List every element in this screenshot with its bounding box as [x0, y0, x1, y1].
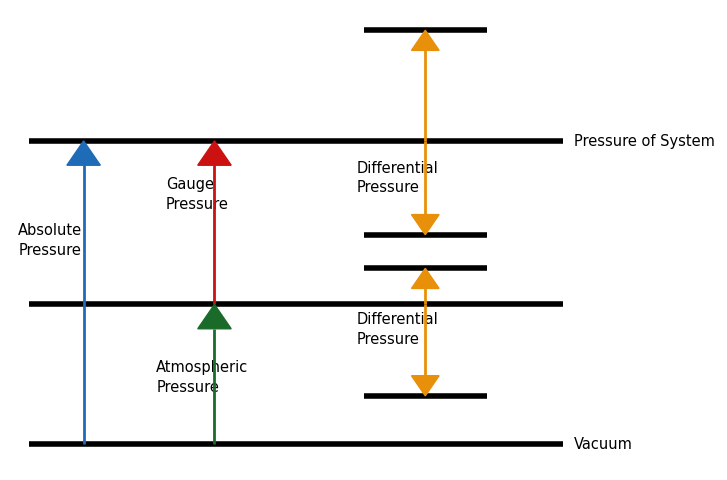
- Text: Differential
Pressure: Differential Pressure: [356, 312, 438, 346]
- Text: Atmospheric
Pressure: Atmospheric Pressure: [156, 360, 249, 394]
- Text: Vacuum: Vacuum: [574, 436, 633, 452]
- Text: Differential
Pressure: Differential Pressure: [356, 160, 438, 195]
- Text: Absolute
Pressure: Absolute Pressure: [18, 223, 82, 257]
- Text: Pressure of System: Pressure of System: [574, 134, 715, 149]
- Polygon shape: [411, 215, 439, 235]
- Polygon shape: [411, 269, 439, 289]
- Polygon shape: [198, 142, 231, 166]
- Polygon shape: [198, 305, 231, 329]
- Polygon shape: [411, 376, 439, 396]
- Polygon shape: [411, 31, 439, 51]
- Polygon shape: [67, 142, 100, 166]
- Text: Gauge
Pressure: Gauge Pressure: [166, 177, 228, 212]
